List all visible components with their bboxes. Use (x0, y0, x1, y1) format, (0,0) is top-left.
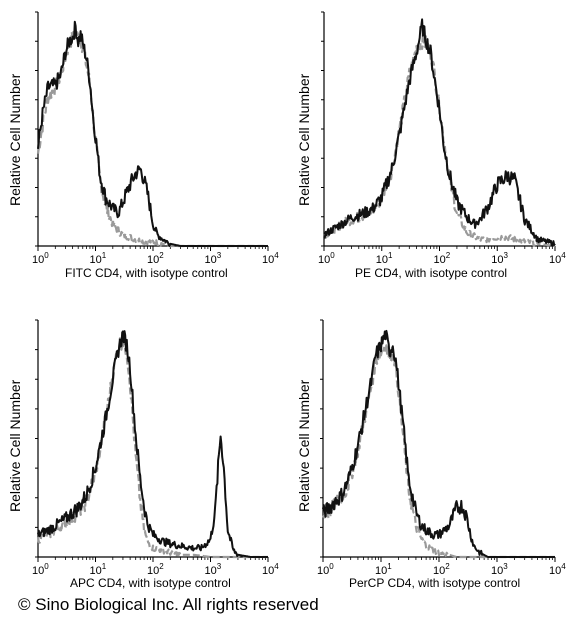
copyright-notice: © Sino Biological Inc. All rights reserv… (18, 595, 319, 614)
histogram-panel-percp: Relative Cell Number 100 101 102 103 104 Per… (287, 300, 574, 590)
x-tick-label: 100 (32, 251, 49, 266)
x-tick-label: 104 (262, 562, 279, 577)
histogram-panel-fitc: Relative Cell Number 100 101 102 103 104 FIT… (0, 0, 287, 290)
x-tick-label: 101 (90, 562, 107, 577)
x-tick-label: 103 (491, 251, 508, 266)
x-tick-label: 101 (90, 251, 107, 266)
histogram-panel-apc: Relative Cell Number 100 101 102 103 104 APC… (0, 300, 287, 590)
x-tick-label: 104 (549, 251, 566, 266)
x-tick-label: 104 (262, 251, 279, 266)
cd4-histogram (323, 18, 556, 247)
histogram-plot: 100 101 102 103 104 (317, 319, 566, 577)
histogram-plot: 100 101 102 103 104 (318, 11, 566, 266)
x-axis-label: FITC CD4, with isotype control (65, 266, 228, 280)
x-axis-label: PE CD4, with isotype control (355, 266, 508, 280)
cd4-histogram (322, 329, 556, 558)
isotype-control-histogram (36, 336, 269, 559)
x-tick-label: 102 (147, 251, 164, 266)
x-axis-label: PerCP CD4, with isotype control (349, 576, 521, 590)
cd4-histogram (37, 330, 269, 558)
histogram-plot: 100 101 102 103 104 (32, 11, 279, 266)
x-tick-label: 103 (205, 562, 222, 577)
histogram-plot: 100 101 102 103 104 (32, 319, 279, 577)
x-axis-label: APC CD4, with isotype control (70, 576, 231, 590)
x-tick-label: 104 (549, 562, 566, 577)
x-tick-label: 100 (32, 562, 49, 577)
histogram-panel-pe: Relative Cell Number 100 101 102 103 104 PE … (287, 0, 574, 290)
x-tick-label: 101 (376, 251, 393, 266)
x-tick-label: 100 (317, 562, 334, 577)
x-tick-label: 102 (147, 562, 164, 577)
x-tick-label: 101 (375, 562, 392, 577)
isotype-control-histogram (36, 29, 269, 248)
x-tick-label: 100 (318, 251, 335, 266)
isotype-control-histogram (323, 33, 556, 248)
x-tick-label: 102 (433, 562, 450, 577)
x-tick-label: 103 (205, 251, 222, 266)
cd4-histogram (37, 20, 269, 247)
x-tick-label: 102 (434, 251, 451, 266)
x-tick-label: 103 (491, 562, 508, 577)
